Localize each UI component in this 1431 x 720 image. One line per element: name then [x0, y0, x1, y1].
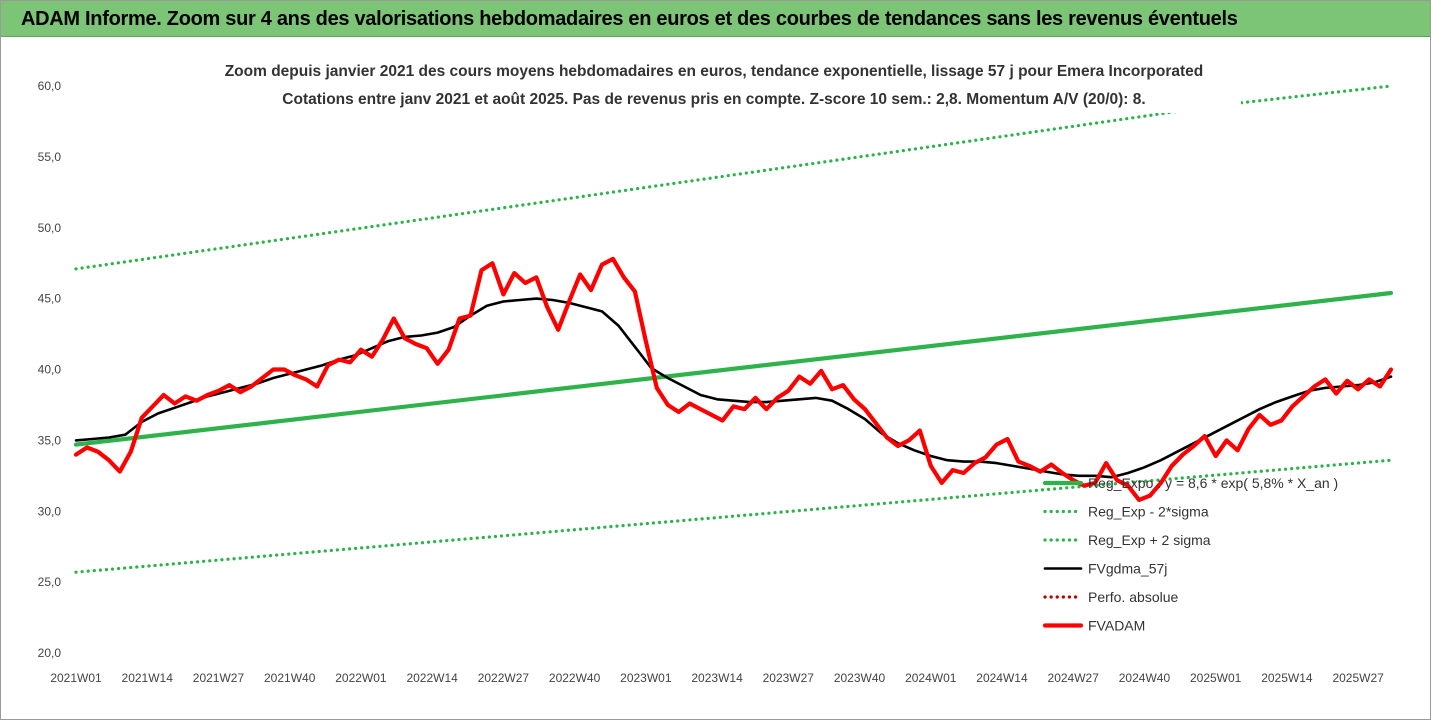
chart-title: Zoom depuis janvier 2021 des cours moyen…	[225, 63, 1204, 80]
y-tick-label: 25,0	[38, 575, 62, 589]
chart-titles: Zoom depuis janvier 2021 des cours moyen…	[191, 53, 1241, 113]
y-tick-label: 45,0	[38, 292, 62, 306]
axis-labels: 60,0 55,0 50,0 45,0 40,0 35,0 30,0 25,0 20,0 2021…	[38, 79, 1384, 685]
title-background	[191, 53, 1241, 113]
series-line-5	[73, 256, 1394, 502]
chart-legend: Reg_Expo : y = 8,6 * exp( 5,8% * X_an ) R…	[1042, 475, 1338, 634]
report-banner-title: ADAM Informe. Zoom sur 4 ans des valoris…	[1, 1, 1430, 37]
legend-label: FVgdma_57j	[1088, 561, 1167, 577]
x-tick-label: 2021W14	[122, 671, 174, 685]
series-line-2	[74, 84, 1393, 271]
y-tick-label: 40,0	[38, 363, 62, 377]
x-tick-label: 2023W40	[834, 671, 886, 685]
x-tick-label: 2023W01	[620, 671, 672, 685]
series-line-1	[74, 458, 1393, 574]
legend-label: Reg_Expo : y = 8,6 * exp( 5,8% * X_an )	[1088, 475, 1338, 491]
legend-label: Reg_Exp - 2*sigma	[1088, 504, 1209, 520]
x-tick-label: 2025W27	[1332, 671, 1384, 685]
legend-label: Reg_Exp + 2 sigma	[1088, 532, 1211, 548]
x-tick-label: 2025W14	[1261, 671, 1313, 685]
x-tick-label: 2024W01	[905, 671, 957, 685]
x-tick-label: 2021W40	[264, 671, 316, 685]
x-tick-label: 2025W01	[1190, 671, 1242, 685]
chart-series	[73, 84, 1394, 574]
series-line-3	[74, 297, 1393, 479]
x-tick-label: 2021W01	[50, 671, 102, 685]
y-tick-label: 35,0	[38, 433, 62, 447]
x-tick-label: 2024W40	[1119, 671, 1171, 685]
y-tick-label: 55,0	[38, 150, 62, 164]
y-tick-label: 50,0	[38, 221, 62, 235]
x-tick-label: 2023W14	[691, 671, 743, 685]
x-tick-label: 2023W27	[763, 671, 815, 685]
legend-label: FVADAM	[1088, 618, 1145, 634]
x-tick-label: 2022W14	[406, 671, 458, 685]
x-tick-label: 2024W27	[1048, 671, 1100, 685]
y-tick-label: 60,0	[38, 79, 62, 93]
x-tick-label: 2024W14	[976, 671, 1028, 685]
y-tick-label: 30,0	[38, 504, 62, 518]
chart-subtitle: Cotations entre janv 2021 et août 2025. …	[282, 91, 1145, 108]
legend-label: Perfo. absolue	[1088, 589, 1178, 605]
y-tick-label: 20,0	[38, 646, 62, 660]
x-tick-label: 2022W01	[335, 671, 387, 685]
x-tick-label: 2022W40	[549, 671, 601, 685]
x-tick-label: 2022W27	[478, 671, 530, 685]
series-line-0	[73, 290, 1394, 447]
x-tick-label: 2021W27	[193, 671, 245, 685]
